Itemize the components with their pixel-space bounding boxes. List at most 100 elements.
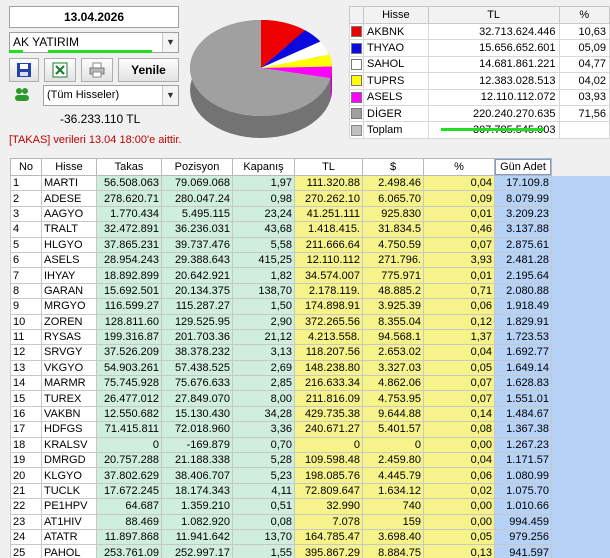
summary-tl: 14.681.861.221: [427, 55, 560, 74]
broker-select-value: AK YATIRIM: [13, 35, 80, 49]
table-row[interactable]: 7 IHYAY 18.892.899 20.642.921 1,82 34.574.007…: [10, 267, 610, 284]
row-no: 7: [10, 267, 42, 284]
gun-adet-cell: 1.080.99: [494, 467, 552, 484]
save-button[interactable]: [9, 58, 39, 82]
hisse-cell: RYSAS: [41, 328, 97, 346]
pct-cell: 0,09: [423, 190, 495, 207]
takas-cell: 26.477.012: [96, 390, 162, 407]
table-row[interactable]: 1 MARTI 56.508.063 79.069.068 1,97 111.320.88…: [10, 174, 610, 192]
gun-adet-cell: 1.367.38: [494, 421, 552, 438]
hisse-cell: DMRGD: [41, 452, 97, 469]
column-header-takas[interactable]: Takas: [96, 158, 162, 176]
tl-cell: 4.213.558.: [294, 328, 363, 346]
table-row[interactable]: 24 ATATR 11.897.868 11.941.642 13,70 164.785.…: [10, 528, 610, 546]
kapanis-cell: 1,97: [232, 174, 295, 192]
table-row[interactable]: 3 AAGYO 1.770.434 5.495.115 23,24 41.251.111 9…: [10, 205, 610, 223]
takas-cell: 37.802.629: [96, 467, 162, 484]
tl-cell: 148.238.80: [294, 359, 363, 377]
table-row[interactable]: 22 PE1HPV 64.687 1.359.210 0,51 32.990 740 0,00…: [10, 498, 610, 515]
date-display: 13.04.2026: [9, 6, 179, 28]
tl-cell: 372.265.56: [294, 313, 363, 330]
table-row[interactable]: 9 MRGYO 116.599.27 115.287.27 1,50 174.898.91…: [10, 298, 610, 315]
summary-hisse: TUPRS: [363, 72, 429, 90]
kapanis-cell: 0,08: [232, 513, 295, 530]
table-row[interactable]: 4 TRALT 32.472.891 36.236.031 43,68 1.418.415…: [10, 221, 610, 238]
summary-swatch-cell: [349, 104, 364, 123]
takas-cell: 64.687: [96, 498, 162, 515]
column-header-usd[interactable]: $: [362, 158, 424, 176]
highlight-mark: [9, 50, 23, 53]
stock-filter-select[interactable]: (Tüm Hisseler) ▼: [43, 85, 179, 106]
table-row[interactable]: 18 KRALSV 0 -169.879 0,70 0 0 0,00 1.267.23: [10, 436, 610, 454]
usd-cell: 4.862.06: [362, 375, 424, 392]
gun-adet-cell: 979.256: [494, 528, 552, 546]
chevron-down-icon[interactable]: ▼: [162, 86, 178, 105]
tl-cell: 211.816.09: [294, 390, 363, 407]
row-no: 18: [10, 436, 42, 454]
column-header-hisse[interactable]: Hisse: [41, 158, 97, 176]
kapanis-cell: 5,28: [232, 452, 295, 469]
table-row[interactable]: 21 TUCLK 17.672.245 18.174.343 4,11 72.809.64…: [10, 482, 610, 500]
pozisyon-cell: 252.997.17: [161, 544, 233, 558]
table-row[interactable]: 5 HLGYO 37.865.231 39.737.476 5,58 211.666.64…: [10, 236, 610, 253]
table-row[interactable]: 16 VAKBN 12.550.682 15.130.430 34,28 429.735.…: [10, 405, 610, 423]
pozisyon-cell: 29.388.643: [161, 251, 233, 269]
table-row[interactable]: 12 SRVGY 37.526.209 38.378.232 3,13 118.207.5…: [10, 344, 610, 361]
table-row[interactable]: 6 ASELS 28.954.243 29.388.643 415,25 12.110.1…: [10, 251, 610, 269]
takas-cell: 0: [96, 436, 162, 454]
column-header-no[interactable]: No: [10, 158, 42, 176]
people-icon[interactable]: [9, 86, 35, 104]
row-scroll-area: [551, 175, 610, 191]
hisse-cell: KLGYO: [41, 467, 97, 484]
usd-cell: 2.498.46: [362, 174, 424, 192]
table-row[interactable]: 11 RYSAS 199.316.87 201.703.36 21,12 4.213.55…: [10, 328, 610, 346]
gun-adet-cell: 994.459: [494, 513, 552, 530]
summary-hisse: DİGER: [363, 104, 429, 123]
row-scroll-area: [551, 360, 610, 376]
column-header-kapanis[interactable]: Kapanış: [232, 158, 295, 176]
table-row[interactable]: 14 MARMR 75.745.928 75.676.633 2,85 216.633.3…: [10, 375, 610, 392]
takas-cell: 199.316.87: [96, 328, 162, 346]
table-row[interactable]: 19 DMRGD 20.757.288 21.188.338 5,28 109.598.4…: [10, 452, 610, 469]
row-scroll-area: [551, 390, 610, 407]
pozisyon-cell: 201.703.36: [161, 328, 233, 346]
refresh-button[interactable]: Yenile: [118, 58, 179, 82]
row-scroll-area: [551, 452, 610, 468]
column-header-gun-adet[interactable]: Gün Adet: [494, 158, 552, 176]
column-header-pozisyon[interactable]: Pozisyon: [161, 158, 233, 176]
kapanis-cell: 4,11: [232, 482, 295, 500]
usd-cell: 3.698.40: [362, 528, 424, 546]
table-row[interactable]: 15 TUREX 26.477.012 27.849.070 8,00 211.816.0…: [10, 390, 610, 407]
highlight-mark: [48, 50, 152, 53]
summary-row: AKBNK 32.713.624.446 10,63: [349, 22, 610, 41]
color-swatch: [351, 124, 362, 136]
column-header-pct[interactable]: %: [423, 158, 495, 176]
print-button[interactable]: [81, 58, 113, 82]
highlight-mark: [441, 128, 544, 131]
hisse-cell: ZOREN: [41, 313, 97, 330]
tl-cell: 72.809.647: [294, 482, 363, 500]
table-row[interactable]: 13 VKGYO 54.903.261 57.438.525 2,69 148.238.8…: [10, 359, 610, 377]
takas-cell: 1.770.434: [96, 205, 162, 223]
broker-select[interactable]: AK YATIRIM ▼: [9, 32, 179, 53]
table-row[interactable]: 10 ZOREN 128.811.60 129.525.95 2,90 372.265.5…: [10, 313, 610, 330]
gun-adet-cell: 1.692.77: [494, 344, 552, 361]
kapanis-cell: 5,23: [232, 467, 295, 484]
summary-pct: 04,02: [558, 72, 610, 90]
table-row[interactable]: 2 ADESE 278.620.71 280.047.24 0,98 270.262.10…: [10, 190, 610, 207]
table-row[interactable]: 8 GARAN 15.692.501 20.134.375 138,70 2.178.11…: [10, 282, 610, 300]
summary-tl: 220.240.270.635: [427, 104, 560, 123]
gun-adet-cell: 2.195.64: [494, 267, 552, 284]
tl-cell: 174.898.91: [294, 298, 363, 315]
table-row[interactable]: 23 AT1HIV 88.469 1.082.920 0,08 7.078 159 0,00 9…: [10, 513, 610, 530]
summary-swatch-cell: [349, 72, 364, 90]
gun-adet-cell: 1.723.53: [494, 328, 552, 346]
table-row[interactable]: 25 PAHOL 253.761.09 252.997.17 1,55 395.867.2…: [10, 544, 610, 558]
column-header-tl[interactable]: TL: [294, 158, 363, 176]
excel-button[interactable]: [44, 58, 76, 82]
row-no: 12: [10, 344, 42, 361]
chevron-down-icon[interactable]: ▼: [162, 33, 178, 52]
table-row[interactable]: 20 KLGYO 37.802.629 38.406.707 5,23 198.085.7…: [10, 467, 610, 484]
kapanis-cell: 43,68: [232, 221, 295, 238]
table-row[interactable]: 17 HDFGS 71.415.811 72.018.960 3,36 240.671.2…: [10, 421, 610, 438]
